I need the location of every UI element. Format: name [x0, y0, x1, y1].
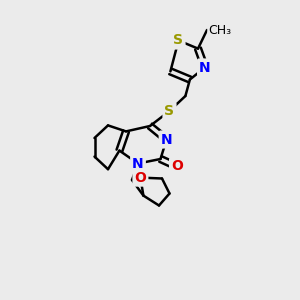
- Text: S: S: [173, 34, 184, 47]
- Text: N: N: [199, 61, 211, 74]
- Text: N: N: [161, 133, 172, 146]
- Text: N: N: [132, 157, 144, 170]
- Text: O: O: [171, 160, 183, 173]
- Text: O: O: [134, 171, 146, 184]
- Text: CH₃: CH₃: [208, 23, 232, 37]
- Text: S: S: [164, 104, 175, 118]
